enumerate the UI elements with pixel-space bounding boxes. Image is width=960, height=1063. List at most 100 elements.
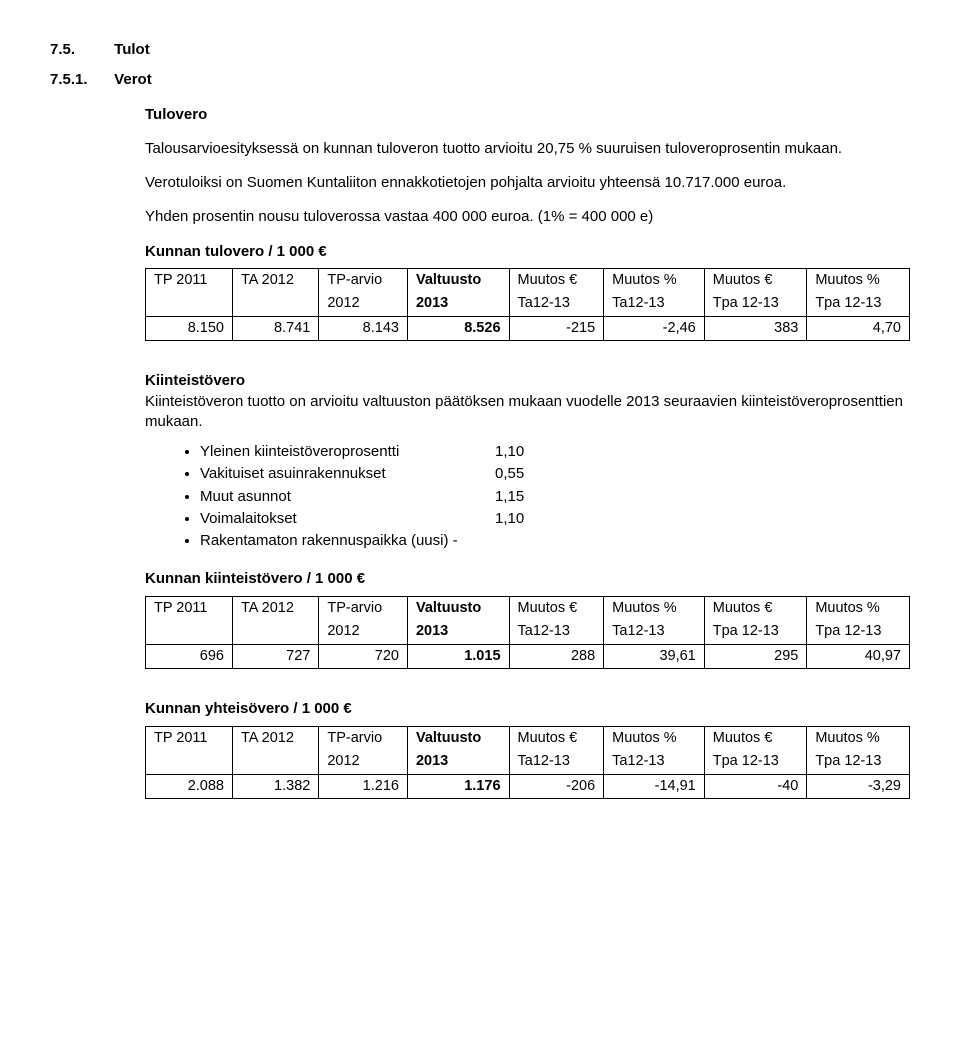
tulovero-para-1: Talousarvioesityksessä on kunnan tulover… [145,139,910,159]
bullet-label: Yleinen kiinteistöveroprosentti [200,442,495,462]
kiinteistovero-table: TP 2011 TA 2012 TP-arvio Valtuusto Muuto… [145,596,910,670]
list-item: Yleinen kiinteistöveroprosentti1,10 [200,442,910,462]
col-sub: 2013 [407,750,509,774]
list-item: Muut asunnot1,15 [200,487,910,507]
cell: 1.015 [407,644,509,669]
col-muutos-eur-tpa: Muutos € [704,596,807,620]
tulovero-para-2: Verotuloiksi on Suomen Kuntaliiton ennak… [145,173,910,193]
col-ta2012: TA 2012 [233,726,319,750]
col-tparvio: TP-arvio [319,268,408,292]
yhteisovero-table: TP 2011 TA 2012 TP-arvio Valtuusto Muuto… [145,726,910,800]
cell: 1.382 [233,774,319,799]
col-tp2011: TP 2011 [146,726,233,750]
table-header-row: 2012 2013 Ta12-13 Ta12-13 Tpa 12-13 Tpa … [146,750,910,774]
col-sub: Ta12-13 [509,620,604,644]
col-muutos-pct-ta: Muutos % [604,596,705,620]
col-ta2012: TA 2012 [233,268,319,292]
cell: 2.088 [146,774,233,799]
cell: 39,61 [604,644,705,669]
col-sub: Ta12-13 [509,750,604,774]
cell: 8.150 [146,316,233,341]
col-muutos-eur-ta: Muutos € [509,726,604,750]
col-tparvio: TP-arvio [319,596,408,620]
section-title: Verot [114,71,152,88]
table-header-row: TP 2011 TA 2012 TP-arvio Valtuusto Muuto… [146,268,910,292]
table-header-row: TP 2011 TA 2012 TP-arvio Valtuusto Muuto… [146,596,910,620]
cell: 8.526 [407,316,509,341]
col-tp2011: TP 2011 [146,268,233,292]
cell: 696 [146,644,233,669]
cell: 288 [509,644,604,669]
cell: 295 [704,644,807,669]
col-sub: Ta12-13 [604,292,705,316]
kiinteistovero-title: Kiinteistövero [145,371,910,391]
col-sub: 2012 [319,620,408,644]
cell: 4,70 [807,316,910,341]
col-sub: Tpa 12-13 [704,750,807,774]
cell: 383 [704,316,807,341]
col-valtuusto: Valtuusto [407,268,509,292]
col-valtuusto-sub: 2013 [407,292,509,316]
tulovero-table: TP 2011 TA 2012 TP-arvio Valtuusto Muuto… [145,268,910,342]
bullet-value: 1,10 [495,442,524,462]
col-muutos-pct-tpa: Muutos % [807,726,910,750]
bullet-label: Voimalaitokset [200,509,495,529]
col-muutos-pct-tpa: Muutos % [807,268,910,292]
table-row: 8.150 8.741 8.143 8.526 -215 -2,46 383 4… [146,316,910,341]
table-header-row: 2012 2013 Ta12-13 Ta12-13 Tpa 12-13 Tpa … [146,292,910,316]
col-muutos-pct-tpa: Muutos % [807,596,910,620]
bullet-value: 0,55 [495,464,524,484]
col-tp2011: TP 2011 [146,596,233,620]
cell: 8.143 [319,316,408,341]
bullet-label: Rakentamaton rakennuspaikka (uusi) - [200,531,495,551]
col-ta2012: TA 2012 [233,596,319,620]
table-header-row: TP 2011 TA 2012 TP-arvio Valtuusto Muuto… [146,726,910,750]
col-sub: Tpa 12-13 [807,750,910,774]
cell: -3,29 [807,774,910,799]
col-sub: 2012 [319,750,408,774]
section-heading-1: 7.5. Tulot [50,40,910,60]
bullet-label: Vakituiset asuinrakennukset [200,464,495,484]
cell: -206 [509,774,604,799]
col-tparvio: TP-arvio [319,726,408,750]
col-muutos-eur-tpa: Muutos € [704,726,807,750]
tulovero-title: Tulovero [145,105,910,125]
table-row: 696 727 720 1.015 288 39,61 295 40,97 [146,644,910,669]
tulovero-para-3: Yhden prosentin nousu tuloverossa vastaa… [145,207,910,227]
col-muutos-pct-ta: Muutos % [604,726,705,750]
cell: 720 [319,644,408,669]
section-num: 7.5.1. [50,70,110,90]
col-sub: 2013 [407,620,509,644]
list-item: Vakituiset asuinrakennukset0,55 [200,464,910,484]
col-sub: Tpa 12-13 [704,620,807,644]
list-item: Voimalaitokset1,10 [200,509,910,529]
col-sub: Tpa 12-13 [807,620,910,644]
cell: 727 [233,644,319,669]
cell: 1.176 [407,774,509,799]
section-title: Tulot [114,41,150,58]
col-sub: Tpa 12-13 [807,292,910,316]
cell: 40,97 [807,644,910,669]
kiinteistovero-para: Kiinteistöveron tuotto on arvioitu valtu… [145,392,910,433]
col-muutos-eur-ta: Muutos € [509,596,604,620]
cell: -14,91 [604,774,705,799]
col-muutos-eur-tpa: Muutos € [704,268,807,292]
col-muutos-eur-ta: Muutos € [509,268,604,292]
kiinteistovero-table-title: Kunnan kiinteistövero / 1 000 € [145,569,910,589]
cell: 8.741 [233,316,319,341]
section-heading-2: 7.5.1. Verot [50,70,910,90]
col-valtuusto: Valtuusto [407,596,509,620]
bullet-label: Muut asunnot [200,487,495,507]
bullet-value: 1,10 [495,509,524,529]
tulovero-table-title: Kunnan tulovero / 1 000 € [145,242,910,262]
yhteisovero-table-title: Kunnan yhteisövero / 1 000 € [145,699,910,719]
kiinteistovero-bullets: Yleinen kiinteistöveroprosentti1,10 Vaki… [145,442,910,551]
col-sub: Ta12-13 [509,292,604,316]
table-header-row: 2012 2013 Ta12-13 Ta12-13 Tpa 12-13 Tpa … [146,620,910,644]
section-num: 7.5. [50,40,110,60]
table-row: 2.088 1.382 1.216 1.176 -206 -14,91 -40 … [146,774,910,799]
col-sub: Ta12-13 [604,750,705,774]
bullet-value: 1,15 [495,487,524,507]
col-valtuusto: Valtuusto [407,726,509,750]
list-item: Rakentamaton rakennuspaikka (uusi) - [200,531,910,551]
